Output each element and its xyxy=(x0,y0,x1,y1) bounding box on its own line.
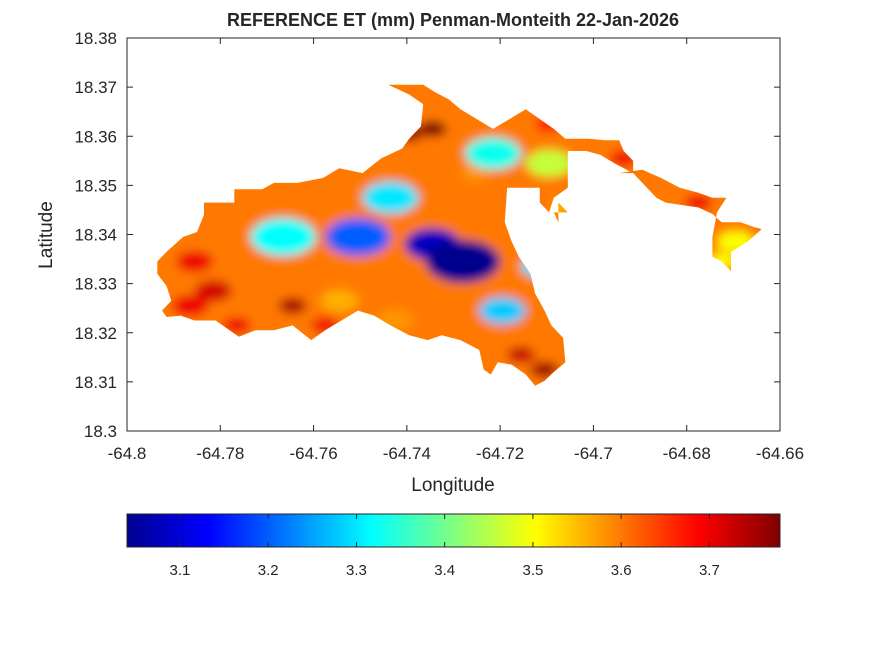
et-value-patch xyxy=(376,309,414,332)
et-value-patch xyxy=(684,194,713,211)
x-tick-label: -64.78 xyxy=(196,444,244,463)
et-value-patch xyxy=(362,181,419,214)
x-tick-label: -64.74 xyxy=(383,444,431,463)
y-tick-label: 18.31 xyxy=(74,373,117,392)
et-value-patch xyxy=(465,137,522,170)
et-value-patch xyxy=(425,239,501,284)
y-tick-label: 18.33 xyxy=(74,275,117,294)
x-axis: -64.8 -64.78 -64.76 -64.74 -64.72 -64.7 -64.68… xyxy=(108,38,804,463)
et-value-patch xyxy=(553,202,573,213)
et-value-patch xyxy=(427,314,466,337)
et-value-patch xyxy=(581,135,610,152)
et-value-patch xyxy=(530,361,559,378)
x-axis-label: Longitude xyxy=(411,475,494,496)
et-value-patch xyxy=(325,218,391,256)
x-tick-label: -64.72 xyxy=(476,444,524,463)
et-surface xyxy=(157,84,762,386)
et-value-patch xyxy=(525,149,573,177)
colorbar-tick-label: 3.1 xyxy=(170,562,191,579)
et-value-patch xyxy=(250,218,316,256)
y-tick-label: 18.35 xyxy=(74,176,117,195)
chart-title: REFERENCE ET (mm) Penman-Monteith 22-Jan… xyxy=(227,10,679,30)
et-value-patch xyxy=(609,150,638,167)
et-value-patch xyxy=(194,280,232,302)
x-tick-label: -64.66 xyxy=(756,444,804,463)
x-tick-label: -64.68 xyxy=(663,444,711,463)
colorbar-tick-label: 3.2 xyxy=(258,562,279,579)
x-tick-label: -64.76 xyxy=(289,444,337,463)
colorbar-tick-label: 3.7 xyxy=(699,562,720,579)
et-value-patch xyxy=(171,294,209,317)
y-tick-label: 18.32 xyxy=(74,324,117,343)
y-tick-label: 18.3 xyxy=(84,422,117,441)
et-value-patch xyxy=(521,255,559,278)
et-value-patch xyxy=(320,290,358,312)
colorbar-tick-label: 3.4 xyxy=(434,562,455,579)
colorbar-tick-label: 3.3 xyxy=(346,562,367,579)
et-value-patch xyxy=(707,253,736,270)
et-value-patch xyxy=(311,317,340,334)
et-value-patch xyxy=(460,164,489,182)
colorbar-tick-label: 3.6 xyxy=(611,562,632,579)
x-tick-label: -64.7 xyxy=(574,444,613,463)
et-value-patch xyxy=(479,297,526,325)
et-value-patch xyxy=(395,125,424,142)
colorbar-ticks: 3.1 3.2 3.3 3.4 3.5 3.6 3.7 xyxy=(170,514,720,579)
et-value-patch xyxy=(535,115,564,133)
et-value-patch xyxy=(717,231,755,253)
y-tick-label: 18.36 xyxy=(74,127,117,146)
colorbar-tick-label: 3.5 xyxy=(522,562,543,579)
y-tick-label: 18.34 xyxy=(74,226,117,245)
y-axis-label: Latitude xyxy=(36,201,57,269)
y-tick-label: 18.38 xyxy=(74,29,117,48)
et-value-patch xyxy=(278,297,307,314)
et-value-patch xyxy=(222,317,251,334)
y-tick-label: 18.37 xyxy=(74,78,117,97)
et-value-patch xyxy=(507,346,536,363)
et-value-patch xyxy=(418,120,447,137)
y-axis: 18.3 18.31 18.32 18.33 18.34 18.35 18.36 18.37 1… xyxy=(74,29,780,441)
colorbar xyxy=(126,513,781,548)
x-tick-label: -64.8 xyxy=(108,444,147,463)
et-value-patch xyxy=(175,250,214,273)
